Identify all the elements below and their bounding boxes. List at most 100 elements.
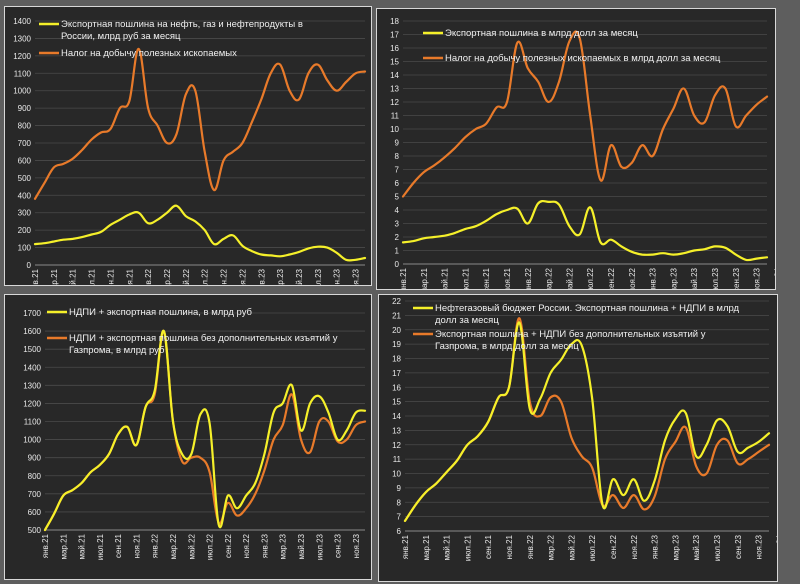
x-tick-label: июл.23	[315, 533, 324, 560]
x-tick-label: май.21	[441, 267, 450, 289]
x-tick-label: янв.21	[401, 534, 410, 559]
chart-panel-bottom-right: 6 7 8 9 10 11 12 13 14 15 16 17 18 19 20 21 22 янв.21 мар.…	[378, 294, 778, 582]
x-tick-label: июл.22	[588, 534, 597, 561]
legend-label: Налог на добычу полезных ископаемых	[61, 48, 237, 59]
legend-label: долл за месяц	[435, 315, 499, 326]
legend-label: Налог на добычу полезных ископаемых в мл…	[445, 53, 721, 64]
y-tick-label: 11	[391, 112, 400, 121]
x-tick-label: ноя.22	[630, 534, 639, 559]
x-tick-label: мар.23	[671, 534, 680, 560]
y-tick-label: 800	[28, 472, 42, 481]
chart-panel-top-right: 0 1 2 3 4 5 6 7 8 9 10 11 12 13 14 15 16 17 18 янв.21 мар.21…	[376, 8, 776, 290]
series-line	[401, 199, 769, 262]
x-tick-label: ноя.21	[505, 534, 514, 559]
x-tick-label: сен.21	[482, 267, 491, 289]
x-tick-label: июл.22	[201, 268, 210, 285]
y-tick-label: 13	[392, 426, 401, 435]
x-tick-label: сен.21	[106, 268, 115, 285]
y-tick-label: 15	[392, 398, 401, 407]
y-tick-label: 17	[392, 369, 401, 378]
x-tick-label: янв.22	[144, 268, 153, 285]
x-tick-label: июл.23	[713, 534, 722, 561]
chart-svg: 500 600 700 800 900 1000 1100 1200 1300 1400 1500 1…	[23, 307, 371, 560]
legend-label: НДПИ + экспортная пошлина, в млрд руб	[69, 307, 253, 318]
x-tick-label: мар.22	[169, 533, 178, 559]
x-tick-label: сен.22	[224, 533, 233, 558]
x-tick-label: май.21	[78, 533, 87, 559]
series-line	[43, 329, 367, 532]
chart-svg: 6 7 8 9 10 11 12 13 14 15 16 17 18 19 20 21 22 янв.21 мар.…	[392, 297, 777, 561]
y-tick-label: 1000	[13, 87, 31, 96]
y-tick-label: 1400	[23, 363, 41, 372]
x-tick-label: мар.21	[422, 534, 431, 560]
x-tick-label: янв.23	[651, 534, 660, 559]
legend-label: Экспортная пошлина на нефть, газ и нефте…	[61, 19, 303, 30]
x-tick-label: сен.21	[484, 534, 493, 559]
legend-label: НДПИ + экспортная пошлина без дополнител…	[69, 333, 338, 344]
y-tick-label: 22	[392, 297, 401, 306]
x-tick-label: май.22	[565, 267, 574, 289]
x-tick-label: ноя.22	[242, 533, 251, 558]
x-tick-label: янв.23	[260, 533, 269, 558]
x-tick-label: июл.23	[314, 268, 323, 285]
x-tick-label: ноя.21	[125, 268, 134, 285]
y-tick-label: 6	[397, 527, 402, 536]
y-tick-label: 100	[18, 244, 32, 253]
x-tick-label: сен.23	[734, 534, 743, 559]
legend-label: Экспортная пошлина в млрд долл за месяц	[445, 28, 638, 39]
y-tick-label: 16	[392, 383, 401, 392]
y-tick-label: 12	[392, 441, 401, 450]
y-tick-label: 12	[390, 98, 399, 107]
y-tick-label: 1000	[23, 436, 41, 445]
y-tick-label: 900	[28, 454, 42, 463]
y-tick-label: 1300	[13, 34, 31, 43]
x-tick-label: июл.21	[88, 268, 97, 285]
y-tick-label: 1600	[23, 327, 41, 336]
y-tick-label: 400	[18, 191, 32, 200]
x-tick-label: янв.22	[526, 534, 535, 559]
x-tick-label: май.23	[295, 268, 304, 285]
y-tick-label: 1500	[23, 345, 41, 354]
y-tick-label: 800	[18, 122, 32, 131]
y-tick-label: 1700	[23, 309, 41, 318]
x-tick-label: сен.21	[114, 533, 123, 558]
chart-panel-top-left: 0 100 200 300 400 500 600 700 800 900 1000 1100 1200…	[4, 6, 372, 286]
x-tick-label: ноя.21	[503, 267, 512, 289]
x-tick-label: мар.23	[669, 267, 678, 289]
y-tick-label: 15	[390, 58, 399, 67]
y-tick-label: 1200	[23, 399, 41, 408]
x-tick-label: мар.21	[420, 267, 429, 289]
y-tick-label: 9	[397, 484, 402, 493]
x-tick-label: ноя.22	[628, 267, 637, 289]
y-tick-label: 14	[392, 412, 401, 421]
legend-label: Экспортная пошлина + НДПИ без дополнител…	[435, 329, 706, 340]
x-tick-label: сен.23	[334, 533, 343, 558]
x-tick-label: ноя.21	[132, 533, 141, 558]
x-tick-label: мар.23	[279, 533, 288, 559]
y-tick-label: 300	[18, 209, 32, 218]
x-tick-label: июл.21	[463, 534, 472, 561]
x-tick-label: сен.22	[220, 268, 229, 285]
y-tick-label: 7	[397, 513, 402, 522]
x-tick-label: ноя.23	[352, 268, 361, 285]
x-tick-label: сен.22	[607, 267, 616, 289]
x-tick-label: мар.22	[547, 534, 556, 560]
y-tick-label: 18	[390, 17, 399, 26]
x-tick-label: май.23	[690, 267, 699, 289]
legend-label: Газпрома, в млрд долл за месяц	[435, 341, 579, 352]
x-tick-label: мар.23	[276, 268, 285, 285]
y-tick-label: 16	[390, 44, 399, 53]
y-tick-label: 14	[390, 71, 399, 80]
x-tick-label: мар.21	[50, 268, 59, 285]
x-tick-label: июл.22	[206, 533, 215, 560]
x-tick-label: май.23	[692, 534, 701, 560]
y-tick-label: 6	[395, 179, 400, 188]
legend-label: России, млрд руб за месяц	[61, 31, 181, 42]
y-tick-label: 3	[395, 220, 400, 229]
x-tick-label: май.21	[443, 534, 452, 560]
x-tick-label: мар.21	[59, 533, 68, 559]
y-tick-label: 0	[395, 260, 400, 269]
x-tick-label: июл.23	[711, 267, 720, 289]
y-tick-label: 500	[28, 526, 42, 535]
